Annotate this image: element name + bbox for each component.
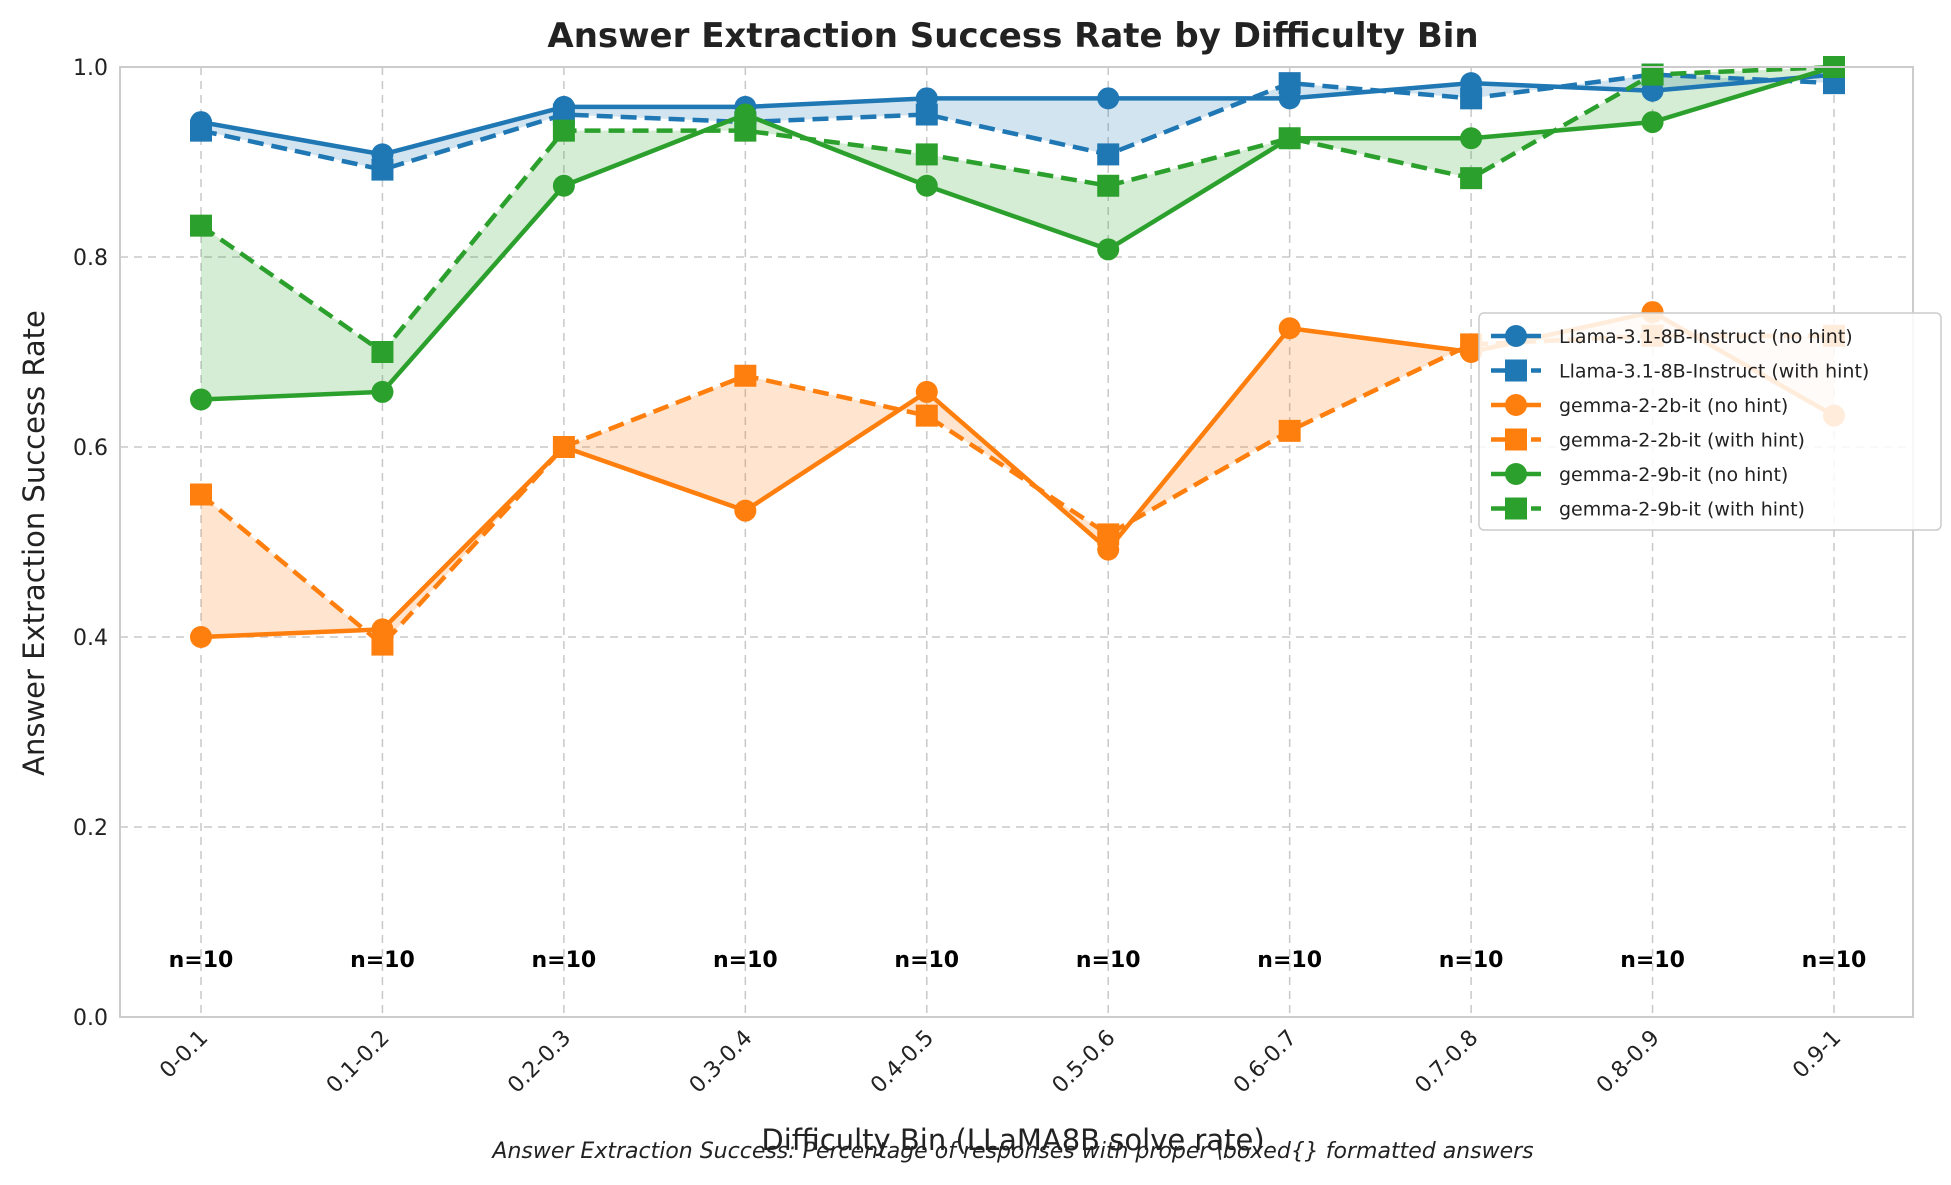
count-label: n=10 xyxy=(532,948,597,973)
data-point xyxy=(552,436,575,458)
data-point xyxy=(371,158,394,181)
legend-marker xyxy=(1505,359,1527,382)
count-label: n=10 xyxy=(1802,948,1867,973)
legend-label: gemma-2-2b-it (no hint) xyxy=(1559,395,1788,417)
series-line xyxy=(199,333,1834,647)
legend-marker xyxy=(1505,463,1527,485)
y-axis-label: Answer Extraction Success Rate xyxy=(17,310,51,776)
count-label: n=10 xyxy=(1620,948,1685,973)
data-point xyxy=(1460,127,1483,150)
data-point xyxy=(1097,523,1120,546)
data-point xyxy=(1641,63,1664,86)
fill-band xyxy=(201,74,1834,170)
data-point xyxy=(552,174,575,197)
data-point xyxy=(734,364,757,387)
legend-label: gemma-2-9b-it (no hint) xyxy=(1559,464,1788,486)
fill-layer xyxy=(201,67,1834,645)
data-point xyxy=(1460,333,1483,356)
data-point xyxy=(190,214,212,237)
series-line xyxy=(199,64,1835,355)
data-point xyxy=(734,499,757,522)
data-point xyxy=(915,380,938,403)
legend-marker xyxy=(1505,497,1527,520)
series-5 xyxy=(190,56,1845,363)
legend-label: gemma-2-2b-it (with hint) xyxy=(1559,430,1805,452)
data-point xyxy=(190,626,212,648)
legend-marker xyxy=(1505,394,1527,416)
count-label: n=10 xyxy=(1439,948,1504,973)
legend-item: gemma-2-9b-it (no hint) xyxy=(1491,463,1788,486)
chart-title: Answer Extraction Success Rate by Diffic… xyxy=(547,16,1478,56)
data-point xyxy=(371,633,394,656)
y-tick-label: 0.8 xyxy=(73,246,108,271)
data-point xyxy=(190,483,212,506)
data-point xyxy=(371,380,394,403)
count-label: n=10 xyxy=(1076,948,1141,973)
count-label: n=10 xyxy=(713,948,778,973)
count-label: n=10 xyxy=(350,948,415,973)
data-point xyxy=(190,119,212,142)
fill-band xyxy=(201,67,1834,400)
data-point xyxy=(190,388,212,411)
data-point xyxy=(1278,72,1301,95)
data-point xyxy=(1278,317,1301,340)
y-tick-label: 0.2 xyxy=(73,816,108,841)
series-line xyxy=(200,64,1835,402)
legend-label: gemma-2-9b-it (with hint) xyxy=(1559,499,1805,521)
legend-box xyxy=(1478,312,1942,531)
data-point xyxy=(552,119,575,142)
data-point xyxy=(1097,174,1120,197)
y-tick-label: 0.4 xyxy=(73,626,108,651)
x-axis-label: Difficulty Bin (LLaMA8B solve rate) xyxy=(761,1123,1264,1157)
plot-frame xyxy=(119,66,1914,1018)
count-label: n=10 xyxy=(894,948,959,973)
legend-item: Llama-3.1-8B-Instruct (no hint) xyxy=(1491,325,1853,348)
data-point xyxy=(1278,127,1301,150)
legend-item: gemma-2-2b-it (with hint) xyxy=(1491,428,1805,452)
data-point xyxy=(1097,143,1120,166)
count-layer: n=10 n=10 n=10 n=10 n=10 n=10 n=10 n=10 n=10 n=10 xyxy=(169,948,1867,973)
series-line xyxy=(200,72,1835,172)
y-tick-label: 1.0 xyxy=(73,56,108,81)
legend-label: Llama-3.1-8B-Instruct (no hint) xyxy=(1559,326,1853,348)
figure-caption: Answer Extraction Success: Percentage of… xyxy=(490,1139,1533,1164)
data-point xyxy=(1097,87,1120,110)
legend-label: Llama-3.1-8B-Instruct (with hint) xyxy=(1559,361,1869,383)
count-label: n=10 xyxy=(169,948,234,973)
data-point xyxy=(915,103,938,126)
legend-item: Llama-3.1-8B-Instruct (with hint) xyxy=(1491,359,1869,383)
data-point xyxy=(1460,167,1483,190)
legend-item: gemma-2-9b-it (with hint) xyxy=(1491,497,1805,521)
legend-item: gemma-2-2b-it (no hint) xyxy=(1491,394,1788,417)
data-point xyxy=(371,341,394,363)
data-point xyxy=(915,404,938,427)
data-point xyxy=(915,143,938,166)
y-tick-label: 0.0 xyxy=(73,1006,108,1031)
data-point xyxy=(1097,238,1120,261)
legend-marker xyxy=(1505,428,1527,451)
data-point xyxy=(734,119,757,142)
data-point xyxy=(1460,87,1483,110)
data-point xyxy=(915,174,938,197)
legend: Llama-3.1-8B-Instruct (no hint) Llama-3.1… xyxy=(1478,312,1942,531)
legend-marker xyxy=(1505,325,1527,347)
data-point xyxy=(1278,419,1301,442)
data-point xyxy=(1641,111,1664,134)
y-tick-label: 0.6 xyxy=(73,436,108,461)
count-label: n=10 xyxy=(1257,948,1322,973)
